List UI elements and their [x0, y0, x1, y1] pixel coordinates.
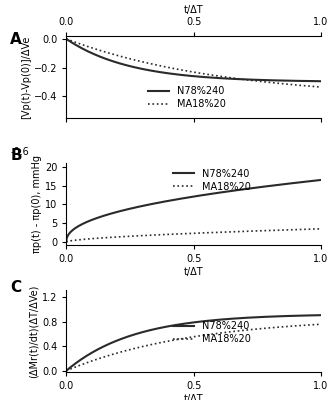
- MA18%20: [64, 36, 68, 41]
- MA18%20: [130, 347, 134, 352]
- MA18%20: [109, 51, 113, 56]
- N78%240: [256, 315, 260, 320]
- MA18%20: [179, 68, 183, 72]
- MA18%20: [130, 57, 134, 62]
- Legend: N78%240, MA18%20: N78%240, MA18%20: [148, 86, 225, 109]
- Text: A: A: [10, 32, 22, 47]
- N78%240: [234, 77, 238, 82]
- X-axis label: t/ΔT: t/ΔT: [184, 5, 204, 15]
- N78%240: [256, 185, 260, 190]
- Line: N78%240: N78%240: [66, 180, 321, 242]
- Line: N78%240: N78%240: [66, 315, 321, 371]
- Line: MA18%20: MA18%20: [66, 39, 321, 87]
- MA18%20: [256, 326, 260, 331]
- N78%240: [256, 78, 260, 82]
- Line: N78%240: N78%240: [66, 39, 321, 81]
- N78%240: [319, 178, 323, 182]
- N78%240: [130, 206, 134, 211]
- Legend: N78%240, MA18%20: N78%240, MA18%20: [173, 321, 251, 344]
- MA18%20: [64, 240, 68, 244]
- N78%240: [130, 64, 134, 69]
- N78%240: [179, 72, 183, 77]
- MA18%20: [256, 79, 260, 84]
- N78%240: [109, 340, 113, 345]
- N78%240: [64, 36, 68, 41]
- N78%240: [319, 313, 323, 318]
- MA18%20: [319, 226, 323, 231]
- MA18%20: [214, 230, 218, 235]
- Y-axis label: (ΔMr(t)/dt)(ΔT/ΔVe): (ΔMr(t)/dt)(ΔT/ΔVe): [29, 284, 39, 378]
- MA18%20: [179, 336, 183, 341]
- N78%240: [109, 211, 113, 216]
- MA18%20: [319, 322, 323, 327]
- N78%240: [130, 333, 134, 338]
- N78%240: [234, 316, 238, 321]
- Text: -0.6: -0.6: [10, 147, 29, 157]
- MA18%20: [234, 229, 238, 234]
- N78%240: [319, 79, 323, 84]
- MA18%20: [109, 235, 113, 240]
- Y-axis label: πp(t) - πp(0), mmHg: πp(t) - πp(0), mmHg: [32, 155, 42, 253]
- Y-axis label: [Vp(t)-Vp(0)]/ΔVe: [Vp(t)-Vp(0)]/ΔVe: [21, 35, 31, 119]
- N78%240: [234, 188, 238, 193]
- MA18%20: [319, 85, 323, 90]
- MA18%20: [130, 234, 134, 238]
- Line: MA18%20: MA18%20: [66, 324, 321, 371]
- X-axis label: t/ΔT: t/ΔT: [184, 394, 204, 400]
- N78%240: [109, 58, 113, 63]
- MA18%20: [214, 73, 218, 78]
- N78%240: [214, 76, 218, 80]
- MA18%20: [214, 331, 218, 336]
- Legend: N78%240, MA18%20: N78%240, MA18%20: [173, 169, 251, 192]
- N78%240: [64, 240, 68, 244]
- N78%240: [214, 191, 218, 196]
- Text: C: C: [10, 280, 21, 295]
- MA18%20: [234, 329, 238, 334]
- N78%240: [179, 322, 183, 326]
- MA18%20: [234, 76, 238, 81]
- MA18%20: [109, 352, 113, 357]
- N78%240: [179, 196, 183, 201]
- Text: B: B: [10, 148, 22, 163]
- N78%240: [214, 318, 218, 322]
- Line: MA18%20: MA18%20: [66, 229, 321, 242]
- MA18%20: [179, 231, 183, 236]
- MA18%20: [64, 368, 68, 373]
- MA18%20: [256, 228, 260, 233]
- X-axis label: t/ΔT: t/ΔT: [184, 267, 204, 277]
- N78%240: [64, 368, 68, 373]
